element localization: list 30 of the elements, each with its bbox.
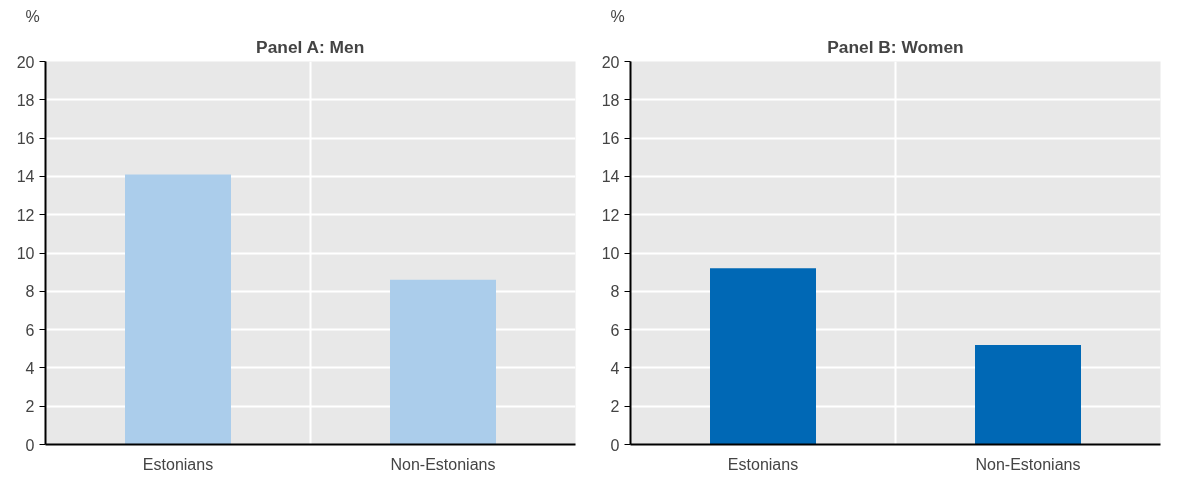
y-tick-label: 10 [601, 245, 620, 262]
y-tick-label: 8 [25, 283, 35, 301]
x-tick-label: Estonians [727, 455, 799, 473]
y-tick-label: 4 [610, 359, 620, 377]
y-tick-label: 14 [16, 168, 35, 186]
x-tick-label: Non-Estonians [390, 455, 496, 473]
y-tick-label: 20 [16, 53, 35, 71]
y-tick-label: 12 [601, 206, 620, 224]
y-tick-label: 0 [610, 436, 620, 454]
y-tick-label: 14 [601, 168, 620, 186]
y-tick-label: 16 [16, 130, 35, 148]
y-tick-label: 20 [601, 53, 620, 71]
y-tick-label: 6 [25, 321, 35, 339]
y-tick-label: 12 [16, 206, 35, 224]
chart-title: Panel A: Men [256, 36, 365, 57]
x-tick-label: Non-Estonians [975, 455, 1081, 473]
y-tick-label: 8 [610, 283, 620, 301]
y-tick-label: 2 [25, 398, 35, 416]
y-tick-label: 10 [16, 245, 35, 262]
y-tick-label: 6 [610, 321, 620, 339]
y-axis-title: % [25, 7, 40, 25]
y-tick-label: 2 [610, 398, 620, 416]
x-tick-label: Estonians [142, 455, 214, 473]
y-tick-label: 18 [16, 91, 35, 109]
y-tick-label: 16 [601, 130, 620, 148]
chart-title: Panel B: Women [827, 36, 964, 57]
y-tick-label: 18 [601, 91, 620, 109]
y-tick-label: 0 [25, 436, 35, 454]
y-axis-title: % [610, 7, 625, 25]
y-tick-label: 4 [25, 359, 35, 377]
